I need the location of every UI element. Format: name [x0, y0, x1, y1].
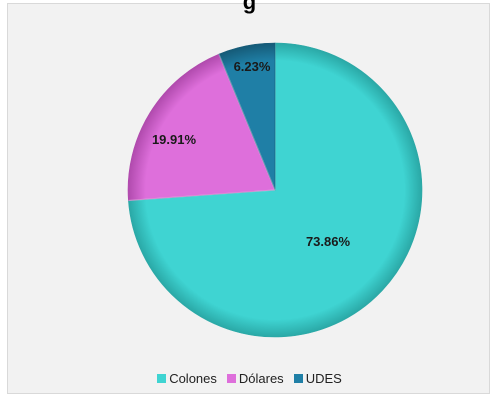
legend-entry-udes: UDES — [293, 370, 342, 386]
legend-label-dolares: Dólares — [238, 370, 284, 386]
pie-slice-dolares — [127, 53, 276, 201]
legend-swatch-colones — [157, 373, 167, 383]
legend-label-colones: Colones — [169, 370, 217, 386]
data-label-udes: 6.23% — [234, 59, 271, 74]
pie-slice-udes — [218, 42, 276, 191]
legend: Colones Dólares UDES — [0, 370, 499, 386]
legend-entry-dolares: Dólares — [226, 370, 284, 386]
data-label-colones: 73.86% — [306, 234, 351, 249]
pie-slice-edge — [218, 53, 276, 191]
pie-slice-edge — [128, 189, 276, 202]
chart-title: g — [242, 0, 257, 14]
legend-swatch-dolares — [226, 373, 236, 383]
legend-entry-colones: Colones — [157, 371, 217, 386]
legend-label-udes: UDES — [305, 370, 342, 386]
data-label-dolares: 19.91% — [152, 132, 197, 147]
legend-swatch-udes — [293, 373, 303, 383]
